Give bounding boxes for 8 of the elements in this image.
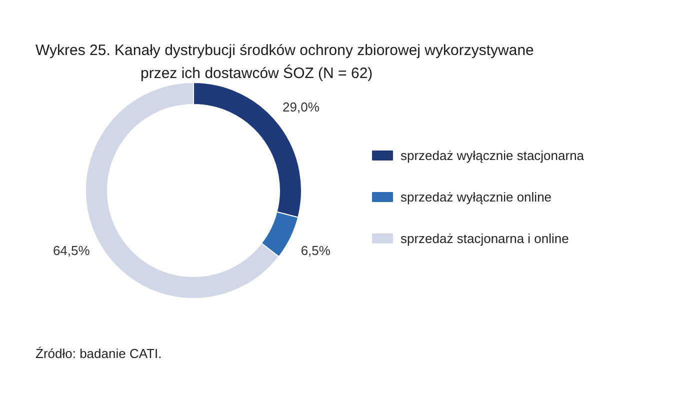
legend-label: sprzedaż wyłącznie online	[400, 190, 552, 204]
data-label: 6,5%	[300, 242, 331, 258]
data-label: 29,0%	[282, 100, 320, 115]
data-label: 64,5%	[52, 242, 90, 258]
chart-title: Wykres 25. Kanały dystrybucji środków ochrony zbiorowej wykorzystywane przez ich dostawców ŚOZ (N = 62)	[36, 42, 534, 82]
text: Źródło: badanie CATI.	[36, 346, 162, 361]
legend-label: sprzedaż wyłącznie stacjonarna	[400, 148, 585, 163]
legend-label: sprzedaż stacjonarna i online	[400, 231, 569, 246]
